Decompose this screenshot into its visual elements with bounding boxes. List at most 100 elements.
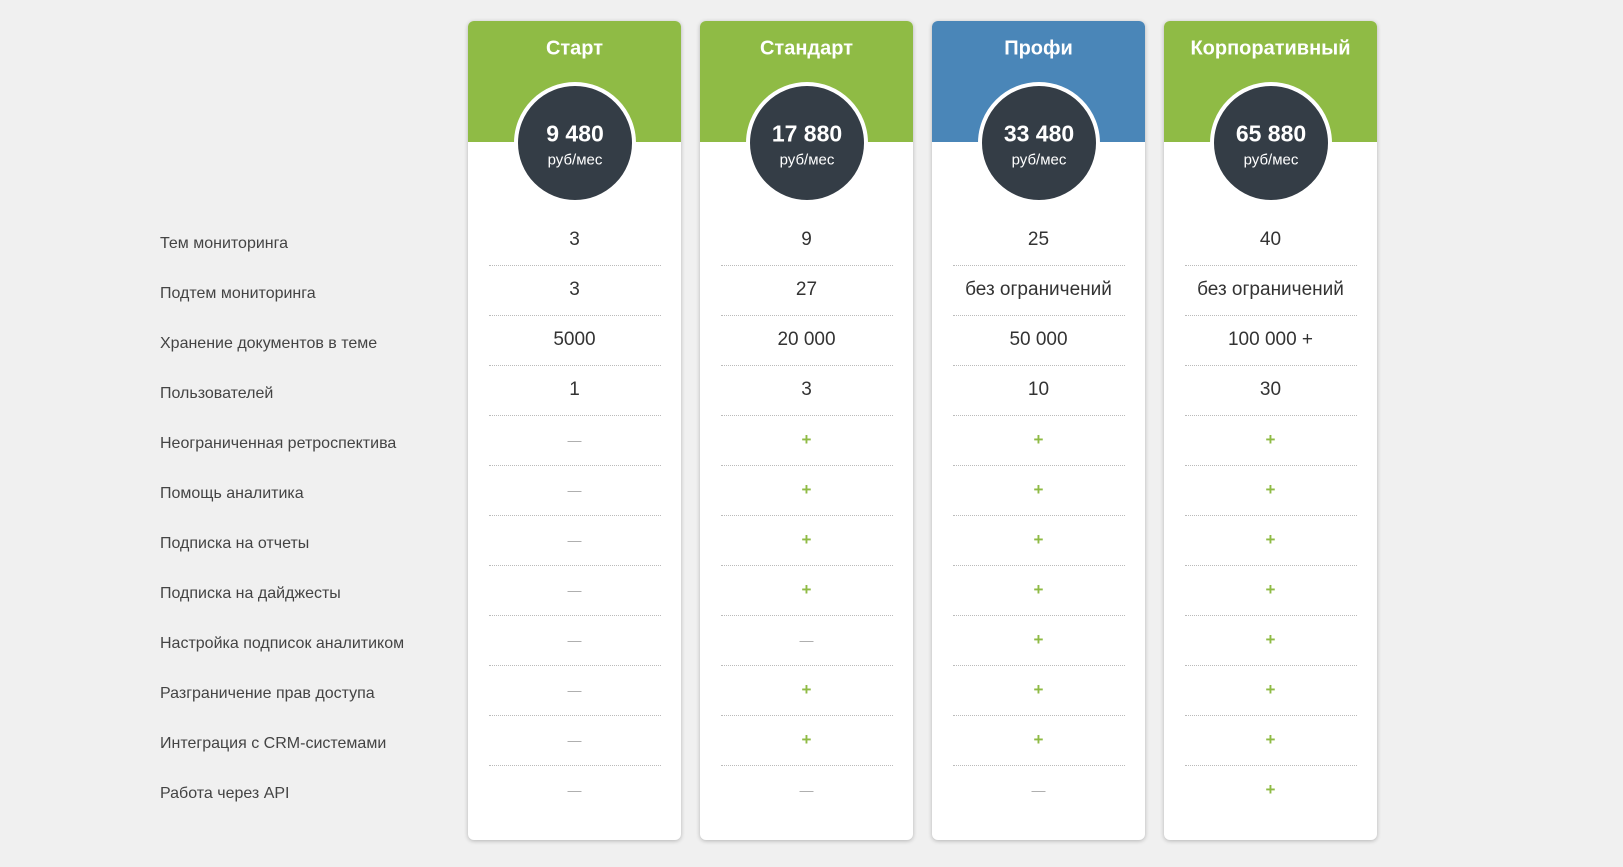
row-divider bbox=[489, 365, 661, 366]
row-divider bbox=[489, 765, 661, 766]
plan-value: + bbox=[1033, 430, 1044, 449]
plan-value: 27 bbox=[795, 279, 818, 300]
plan-value: 50 000 bbox=[1009, 329, 1068, 350]
plan-name: Старт bbox=[545, 37, 604, 60]
row-divider bbox=[489, 665, 661, 666]
price-unit: руб/мес bbox=[1243, 151, 1299, 169]
row-divider bbox=[721, 715, 893, 716]
row-divider bbox=[1185, 265, 1357, 266]
row-divider bbox=[953, 665, 1125, 666]
row-divider bbox=[953, 515, 1125, 516]
row-divider bbox=[953, 465, 1125, 466]
plan-card: Стандарт 17 880 руб/мес 9 27 20 000 3 + + + + — + + — bbox=[700, 21, 913, 840]
row-divider bbox=[953, 765, 1125, 766]
plan-value: — bbox=[799, 782, 814, 798]
plan-value: 5000 bbox=[553, 329, 596, 350]
row-divider bbox=[721, 365, 893, 366]
row-divider bbox=[721, 315, 893, 316]
row-divider bbox=[721, 415, 893, 416]
row-divider bbox=[1185, 515, 1357, 516]
plan-value: — bbox=[567, 582, 582, 598]
plan-value: + bbox=[1265, 680, 1276, 699]
plan-value: + bbox=[801, 680, 812, 699]
row-divider bbox=[721, 265, 893, 266]
plan-value: 3 bbox=[569, 229, 580, 250]
feature-label: Подписка на отчеты bbox=[160, 535, 310, 552]
plan-value: 40 bbox=[1259, 229, 1282, 250]
row-divider bbox=[489, 515, 661, 516]
plan-price: 9 480 bbox=[546, 120, 604, 147]
plan-price: 33 480 bbox=[1003, 120, 1075, 147]
plan-value: 9 bbox=[801, 229, 812, 250]
plan-value: + bbox=[1033, 680, 1044, 699]
plan-value: — bbox=[567, 532, 582, 548]
row-divider bbox=[1185, 415, 1357, 416]
price-unit: руб/мес bbox=[1011, 151, 1067, 169]
row-divider bbox=[953, 315, 1125, 316]
plan-name: Профи bbox=[1004, 37, 1073, 60]
plan-value: — bbox=[567, 682, 582, 698]
row-divider bbox=[953, 615, 1125, 616]
price-badge: 33 480 руб/мес bbox=[978, 82, 1100, 204]
plan-value: + bbox=[1265, 480, 1276, 499]
plan-value: + bbox=[1265, 430, 1276, 449]
feature-label: Настройка подписок аналитиком bbox=[160, 635, 405, 652]
plan-value: 25 bbox=[1027, 229, 1050, 250]
plan-card: Профи 33 480 руб/мес 25 без ограничений 50 00… bbox=[932, 21, 1145, 840]
plan-value: + bbox=[1265, 530, 1276, 549]
feature-label: Хранение документов в теме bbox=[160, 335, 378, 352]
feature-label: Подписка на дайджесты bbox=[160, 585, 341, 602]
feature-label: Помощь аналитика bbox=[160, 485, 304, 502]
price-badge: 9 480 руб/мес bbox=[514, 82, 636, 204]
plan-value: + bbox=[1033, 480, 1044, 499]
plan-card: Корпоративный 65 880 руб/мес 40 без ограниче… bbox=[1164, 21, 1377, 840]
plan-value: 10 bbox=[1027, 379, 1050, 400]
row-divider bbox=[489, 265, 661, 266]
plan-value: + bbox=[1033, 630, 1044, 649]
feature-label: Пользователей bbox=[160, 385, 274, 402]
plan-value: 1 bbox=[569, 379, 580, 400]
plan-value: 3 bbox=[569, 279, 580, 300]
price-badge: 17 880 руб/мес bbox=[746, 82, 868, 204]
plan-value: + bbox=[801, 430, 812, 449]
plan-value: — bbox=[567, 632, 582, 648]
feature-label: Неограниченная ретроспектива bbox=[160, 435, 397, 452]
price-unit: руб/мес bbox=[779, 151, 835, 169]
plan-price: 65 880 bbox=[1235, 120, 1307, 147]
feature-label: Разграничение прав доступа bbox=[160, 685, 375, 702]
row-divider bbox=[489, 615, 661, 616]
row-divider bbox=[489, 565, 661, 566]
plan-value: + bbox=[1265, 630, 1276, 649]
row-divider bbox=[1185, 715, 1357, 716]
row-divider bbox=[953, 715, 1125, 716]
plan-value: + bbox=[1033, 580, 1044, 599]
feature-label: Работа через API bbox=[160, 785, 290, 802]
plan-value: + bbox=[1265, 730, 1276, 749]
plan-value: + bbox=[801, 480, 812, 499]
plan-value: 100 000 + bbox=[1227, 329, 1314, 350]
row-divider bbox=[1185, 565, 1357, 566]
plan-value: + bbox=[801, 730, 812, 749]
row-divider bbox=[953, 415, 1125, 416]
plan-name: Корпоративный bbox=[1190, 37, 1351, 60]
row-divider bbox=[721, 515, 893, 516]
row-divider bbox=[1185, 765, 1357, 766]
plan-value: — bbox=[567, 732, 582, 748]
row-divider bbox=[953, 565, 1125, 566]
row-divider bbox=[1185, 465, 1357, 466]
plan-value: без ограничений bbox=[965, 279, 1112, 300]
row-divider bbox=[953, 365, 1125, 366]
feature-label: Подтем мониторинга bbox=[160, 285, 316, 302]
plan-value: + bbox=[1265, 580, 1276, 599]
plan-value: без ограничений bbox=[1197, 279, 1344, 300]
plan-value: — bbox=[1031, 782, 1046, 798]
plan-value: — bbox=[567, 432, 582, 448]
price-unit: руб/мес bbox=[547, 151, 603, 169]
plan-card: Старт 9 480 руб/мес 3 3 5000 1 — — — — — — — — bbox=[468, 21, 681, 840]
feature-label: Интеграция с CRM-системами bbox=[160, 735, 387, 752]
plan-price: 17 880 bbox=[771, 120, 843, 147]
plan-value: + bbox=[1033, 530, 1044, 549]
row-divider bbox=[489, 715, 661, 716]
plan-value: — bbox=[567, 482, 582, 498]
